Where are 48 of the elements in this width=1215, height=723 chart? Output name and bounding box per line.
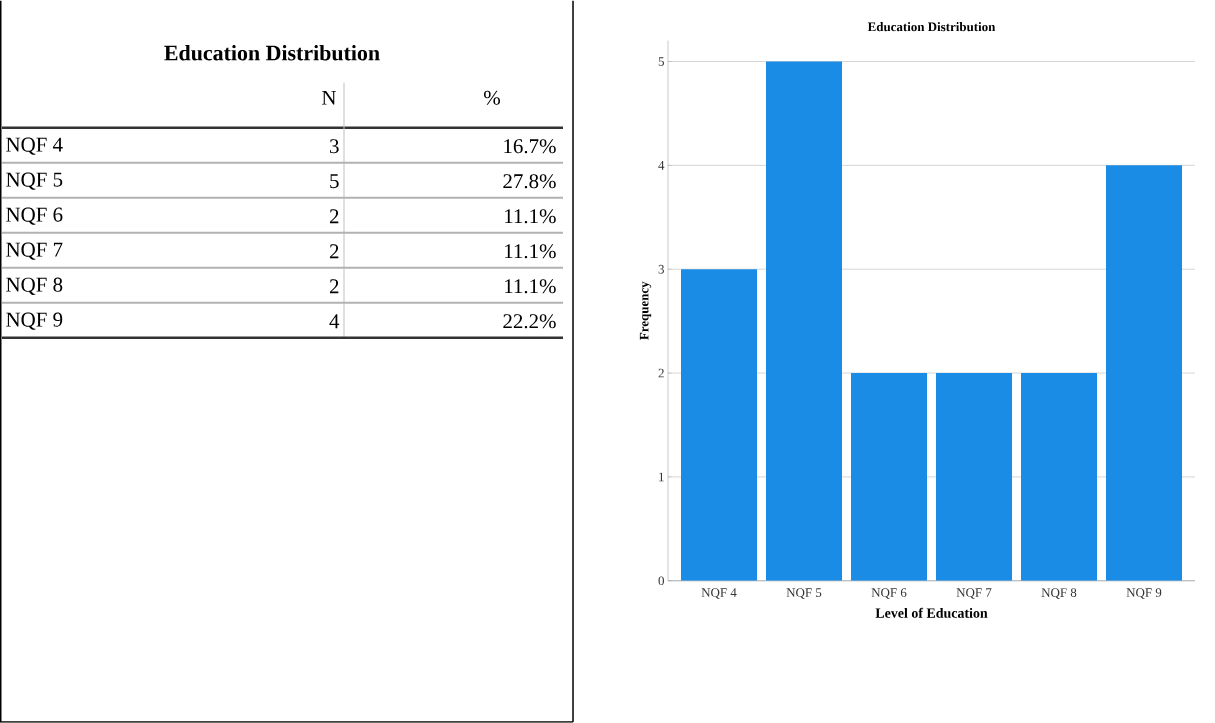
y-tick-label: 5	[658, 57, 664, 66]
data-label: 11.1	[505, 244, 538, 259]
x-tick-label: NQF 9	[1126, 588, 1162, 600]
bar	[1021, 373, 1098, 581]
data-label: 5	[330, 174, 339, 189]
x-tick-label: NQF 8	[1041, 588, 1077, 600]
text: %	[539, 174, 556, 189]
bar	[1106, 165, 1183, 581]
data-label: 2	[329, 279, 339, 294]
category-label: NQF 5	[6, 172, 63, 190]
category-label: NQF 9	[6, 312, 63, 330]
x-tick-label: NQF 7	[956, 588, 992, 600]
data-label: 22.2	[503, 314, 538, 329]
x-tick-label: NQF 4	[701, 588, 737, 600]
data-label: 11.1	[505, 209, 538, 224]
data-label: 27.8	[503, 174, 539, 189]
x-tick-label: NQF 6	[871, 588, 907, 600]
data-label: 2	[329, 244, 339, 259]
data-label: 3	[330, 139, 339, 154]
category-label: NQF 7	[6, 242, 63, 260]
x-axis-title: Level of Education	[875, 607, 988, 618]
category-label: NQF 8	[6, 277, 63, 296]
data-label: 16.7	[504, 139, 539, 154]
y-tick-label: 3	[658, 264, 664, 274]
data-label: 11.1	[505, 279, 538, 294]
y-axis-title: Frequency	[639, 281, 652, 341]
category-label: NQF 4	[6, 137, 63, 155]
category-label: NQF 6	[6, 207, 63, 225]
data-label: 4	[329, 314, 340, 329]
bar	[766, 61, 843, 581]
y-tick-label: 2	[658, 368, 664, 378]
text: Education Distribution	[164, 45, 380, 61]
text: %	[539, 279, 556, 294]
y-tick-label: 0	[658, 576, 664, 586]
bar	[851, 373, 928, 581]
text: %	[539, 244, 556, 259]
text: %	[484, 90, 501, 105]
text: %	[539, 209, 556, 224]
bar	[936, 373, 1013, 581]
text: %	[539, 314, 556, 329]
y-tick-label: 4	[658, 161, 665, 170]
data-label: 2	[329, 209, 339, 224]
text: N	[321, 91, 336, 105]
chart-title: Education Distribution	[867, 22, 996, 32]
x-tick-label: NQF 5	[786, 588, 822, 600]
text: %	[539, 139, 556, 154]
bar	[681, 269, 758, 581]
y-tick-label: 1	[659, 472, 664, 482]
